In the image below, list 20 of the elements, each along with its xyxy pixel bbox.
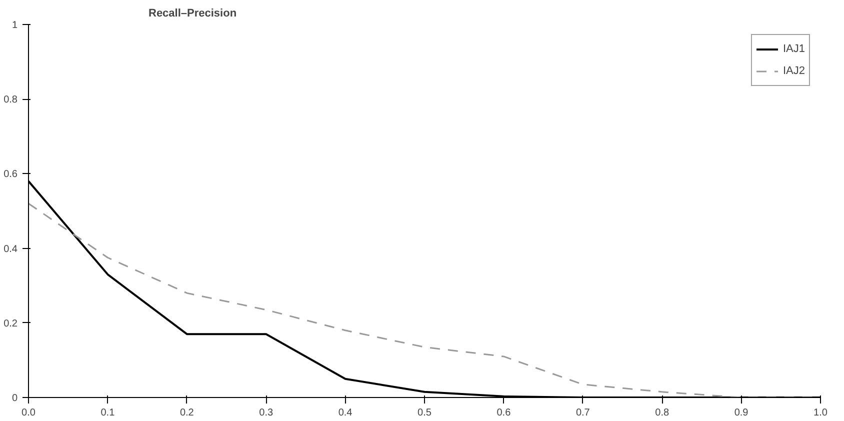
x-tick-label: 0.9: [734, 408, 749, 418]
x-tick-label: 0.5: [418, 408, 432, 418]
y-tick-label: 0.8: [4, 94, 18, 106]
x-tick-label: 0.4: [338, 408, 353, 418]
x-tick-label: 0.8: [655, 408, 670, 418]
x-tick-label: 0.6: [496, 408, 512, 418]
y-tick-label: 0: [12, 393, 18, 404]
y-tick-label: 1: [12, 20, 18, 31]
legend-label: IAJ2: [782, 65, 805, 77]
y-tick-label: 0.2: [4, 318, 18, 330]
x-tick-label: 0.0: [22, 408, 36, 418]
y-tick-label: 0.6: [4, 169, 18, 180]
x-tick-label: 0.1: [100, 408, 116, 418]
x-tick-label: 0.3: [259, 408, 274, 418]
x-tick-label: 0.7: [576, 408, 590, 418]
y-tick-label: 0.4: [4, 244, 18, 255]
chart-title: Recall–Precision: [148, 8, 237, 20]
x-tick-label: 1.0: [814, 408, 828, 418]
x-tick-label: 0.2: [180, 408, 194, 418]
legend-label: IAJ1: [782, 43, 805, 55]
